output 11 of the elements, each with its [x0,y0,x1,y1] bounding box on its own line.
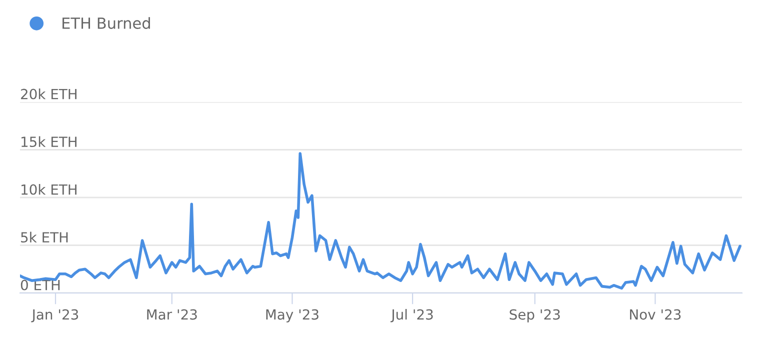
y-tick-label: 5k ETH [21,232,68,243]
x-tick-label: Mar '23 [147,309,197,320]
legend-label: ETH Burned [62,17,150,29]
x-tick-label: Nov '23 [630,309,681,320]
y-tick-label: 15k ETH [22,136,76,148]
y-tick-label: 20k ETH [21,88,76,100]
x-tick-label: May '23 [266,309,318,322]
y-tick-label: 10k ETH [22,184,76,195]
x-tick-label: Jul '23 [390,308,433,322]
x-tick-label: Sep '23 [510,309,560,322]
x-tick-label: Jan '23 [31,309,78,322]
